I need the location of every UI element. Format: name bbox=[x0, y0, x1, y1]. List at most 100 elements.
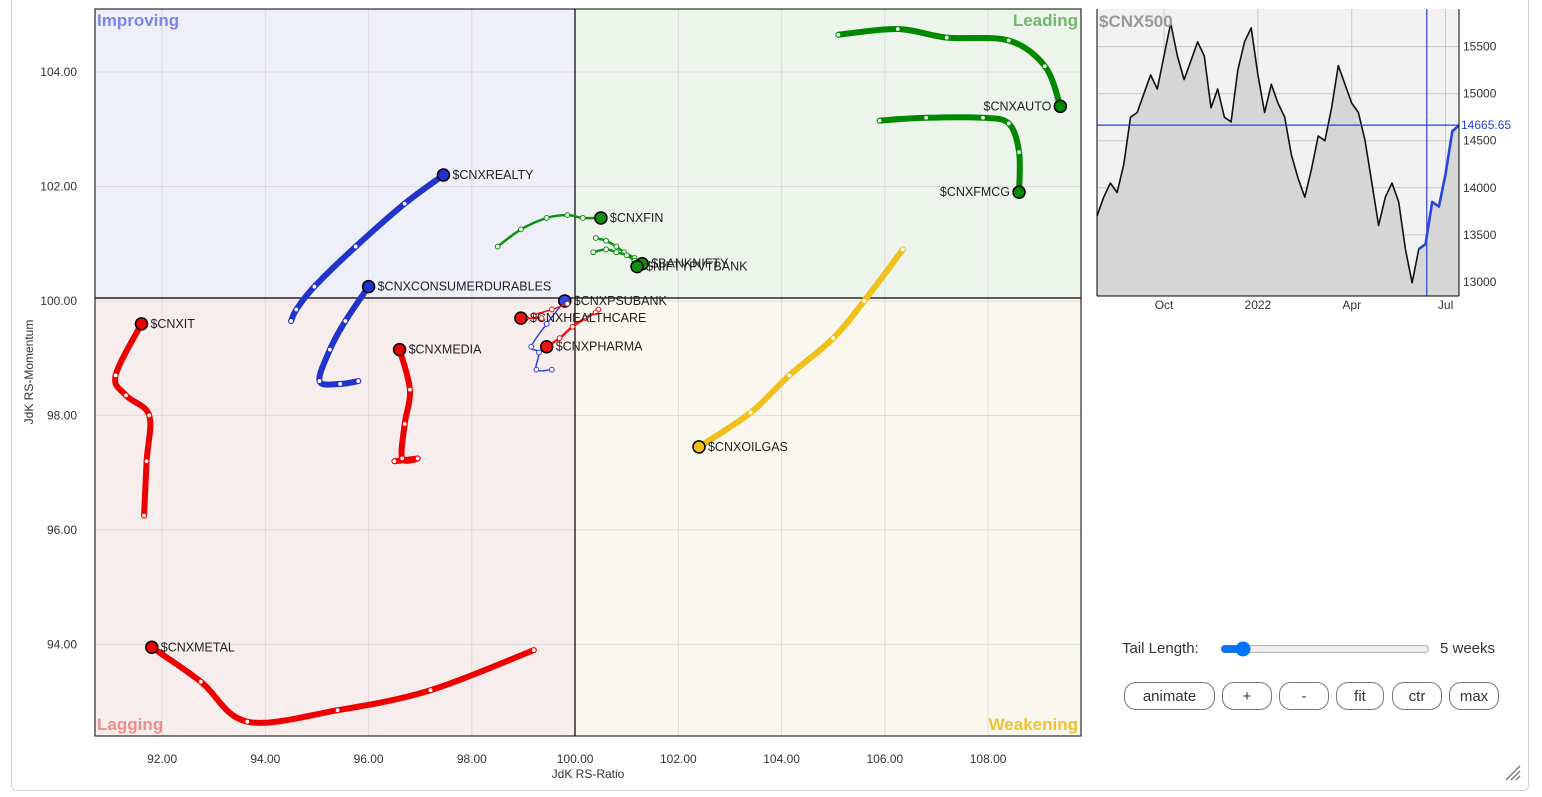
y-tick-label: 94.00 bbox=[47, 637, 77, 651]
tail-point bbox=[1005, 120, 1012, 127]
series-head-marker[interactable] bbox=[134, 317, 149, 331]
x-tick-label: 102.00 bbox=[660, 752, 697, 766]
series-head-marker[interactable] bbox=[514, 311, 528, 325]
y-axis-label: JdK RS-Momentum bbox=[22, 320, 36, 425]
rrg-chart[interactable]: Improving Leading Lagging Weakening 92.0… bbox=[0, 0, 1100, 797]
series-cnxhealthcare[interactable] bbox=[514, 300, 571, 325]
max-button[interactable]: max bbox=[1449, 682, 1499, 710]
series-label: $CNXHEALTHCARE bbox=[530, 311, 646, 325]
x-tick-label: 94.00 bbox=[250, 752, 280, 766]
tail-point bbox=[288, 318, 295, 324]
tail-point bbox=[747, 409, 754, 416]
quadrant-label-lagging: Lagging bbox=[97, 715, 163, 734]
y-axis-ticks: 94.00 96.00 98.00 100.00 102.00 104.00 bbox=[40, 65, 77, 651]
tail-point bbox=[414, 455, 421, 462]
center-button[interactable]: ctr bbox=[1392, 682, 1442, 710]
tail-point bbox=[548, 366, 555, 373]
tail-point bbox=[530, 647, 537, 654]
quadrant-lagging bbox=[95, 298, 575, 736]
tail-point bbox=[613, 249, 620, 256]
tail-point bbox=[543, 215, 550, 221]
tail-point bbox=[582, 315, 589, 322]
series-labels: $CNXAUTO $CNXFMCG $CNXFIN $BANKNIFTY$NIFTYP… bbox=[150, 99, 1051, 654]
series-label: $CNXOILGAS bbox=[708, 440, 788, 454]
series-cnxmetal[interactable] bbox=[145, 640, 537, 726]
x-tick-label: 92.00 bbox=[147, 752, 177, 766]
tail-point bbox=[316, 378, 323, 384]
tail-point bbox=[592, 235, 599, 241]
tail-point bbox=[876, 117, 883, 124]
series-label: $CNXFMCG bbox=[940, 185, 1010, 199]
series-head-marker[interactable] bbox=[436, 168, 451, 182]
fit-button[interactable]: fit bbox=[1336, 682, 1384, 710]
tail-point bbox=[530, 312, 537, 319]
tail-point bbox=[894, 26, 901, 32]
series-head-marker[interactable] bbox=[1053, 99, 1068, 114]
x-tick-label: 108.00 bbox=[970, 752, 1007, 766]
resize-grip-icon[interactable] bbox=[1502, 762, 1522, 782]
series-head-marker[interactable] bbox=[145, 640, 159, 655]
series-label: $CNXMEDIA bbox=[409, 343, 483, 357]
animate-button[interactable]: animate bbox=[1124, 682, 1215, 710]
series-cnxauto[interactable] bbox=[835, 25, 1068, 114]
series-head-marker[interactable] bbox=[594, 211, 608, 225]
tail-point bbox=[830, 335, 837, 342]
series-cnxpharma[interactable] bbox=[539, 306, 602, 354]
tail-point bbox=[1005, 37, 1012, 44]
x-tick-label: 100.00 bbox=[557, 752, 594, 766]
controls-panel: Tail Length: 5 weeks animate + - fit ctr… bbox=[1122, 636, 1512, 726]
series-head-marker[interactable] bbox=[361, 279, 376, 294]
y-tick-label: 104.00 bbox=[40, 65, 77, 79]
series-cnxoilgas[interactable] bbox=[692, 246, 906, 454]
series-niftypvtbank[interactable] bbox=[590, 246, 644, 274]
tail-point bbox=[293, 306, 300, 313]
tail-point bbox=[564, 212, 571, 218]
tail-point bbox=[592, 309, 599, 316]
series-head-marker[interactable] bbox=[392, 342, 407, 357]
series-label: $BANKNIFTY bbox=[651, 257, 729, 271]
series-head-marker[interactable] bbox=[692, 440, 706, 454]
x-axis-label: JdK RS-Ratio bbox=[552, 767, 625, 781]
zoom-out-button[interactable]: - bbox=[1279, 682, 1329, 710]
tail-point bbox=[112, 372, 119, 379]
tail-point bbox=[244, 718, 251, 725]
zoom-in-button[interactable]: + bbox=[1222, 682, 1272, 710]
x-tick-label: 104.00 bbox=[763, 752, 800, 766]
tail-point bbox=[342, 318, 349, 324]
tail-point bbox=[943, 34, 950, 41]
tail-point bbox=[427, 687, 434, 694]
series-head-marker[interactable] bbox=[1012, 185, 1026, 199]
tail-point bbox=[146, 412, 153, 419]
series-cnxit[interactable] bbox=[112, 317, 154, 519]
tail-point bbox=[548, 306, 555, 313]
tail-point bbox=[900, 246, 906, 253]
tail-point bbox=[835, 31, 842, 38]
series-cnxconsumerdurables[interactable] bbox=[316, 279, 376, 388]
tail-point bbox=[861, 298, 868, 304]
tail-point bbox=[141, 512, 147, 519]
series-tail bbox=[696, 246, 906, 450]
series-label: $CNXPHARMA bbox=[556, 340, 643, 354]
series-head-marker[interactable] bbox=[630, 259, 644, 274]
tail-point bbox=[603, 246, 609, 253]
tail-point bbox=[123, 392, 129, 399]
tail-length-label: Tail Length: bbox=[1122, 640, 1199, 657]
series-label: $NIFTYPVTBANK bbox=[646, 260, 748, 274]
series-label: $CNXMETAL bbox=[161, 640, 235, 654]
series-cnxfmcg[interactable] bbox=[876, 114, 1026, 199]
series-cnxfin[interactable] bbox=[494, 211, 608, 250]
tail-point bbox=[197, 678, 204, 685]
tail-point bbox=[543, 320, 550, 327]
series-label: $CNXAUTO bbox=[984, 99, 1052, 113]
plot-border bbox=[94, 8, 1082, 737]
tail-point bbox=[923, 114, 930, 121]
tail-point bbox=[579, 215, 586, 221]
rrg-series-group: $CNXAUTO $CNXFMCG $CNXFIN $BANKNIFTY$NIFTYP… bbox=[112, 25, 1068, 726]
tail-point bbox=[528, 343, 535, 350]
tail-length-slider[interactable] bbox=[1220, 642, 1430, 656]
series-cnxmedia[interactable] bbox=[391, 342, 421, 465]
tail-point bbox=[556, 335, 563, 342]
y-tick-label: 102.00 bbox=[40, 179, 77, 193]
series-cnxrealty[interactable] bbox=[288, 168, 451, 324]
series-head-marker[interactable] bbox=[539, 339, 554, 354]
